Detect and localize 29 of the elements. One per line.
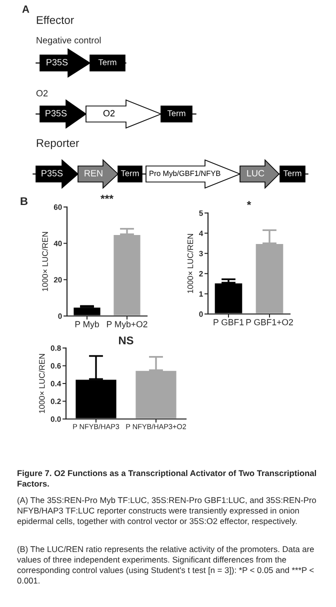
text: P35S [46, 110, 67, 116]
x-tick-label: P Myb+O2 [107, 320, 148, 330]
text: O2 [36, 90, 48, 96]
text: Term [283, 170, 302, 176]
text: REN [84, 170, 102, 176]
text: * [246, 201, 252, 206]
x-tick-label: P Myb [75, 320, 99, 330]
chart-title: B [20, 197, 28, 205]
x-tick-label: P GBF1+O2 [246, 319, 293, 326]
y-axis-title: 1000× LUC/REN [42, 232, 48, 291]
caption: Figure 7. O2 Functions as a Transcriptional Activator of Two Transcriptional Factors. [18, 470, 316, 487]
text: A [22, 6, 30, 13]
text: O2 [103, 110, 115, 116]
text: P35S [46, 59, 68, 66]
text: LUC [247, 170, 264, 176]
y-axis-title: 1000× LUC/REN [187, 234, 194, 293]
text: Term [98, 59, 116, 66]
text: (B) The LUC/REN ratio represents the relative activity of the promoters. Data are values of three independent experiments. Significant differences from the corresponding control values (using Student's t test [n = 3]): *P < 0.05 and ***P < 0.001. [17, 546, 314, 584]
text: Negative control [36, 36, 101, 46]
text: *** [100, 194, 114, 200]
text: Term [120, 170, 139, 176]
y-axis-title: 1000× LUC/REN [38, 354, 45, 413]
text: Reporter [36, 139, 80, 150]
text: (A) The 35S:REN-Pro Myb TF:LUC, 35S:REN-Pro GBF1:LUC, and 35S:REN-Pro NFYB/HAP3 TF:LUC reporter constructs were transiently expressed in onion epidermal cells, together with control vector or 35S:O2 effector, respectively. [17, 497, 316, 526]
x-tick-label: P GBF1 [214, 319, 244, 326]
text: Term [167, 110, 186, 116]
text: P35S [42, 170, 63, 176]
text: NS [119, 336, 134, 344]
text: Effector [36, 16, 74, 24]
